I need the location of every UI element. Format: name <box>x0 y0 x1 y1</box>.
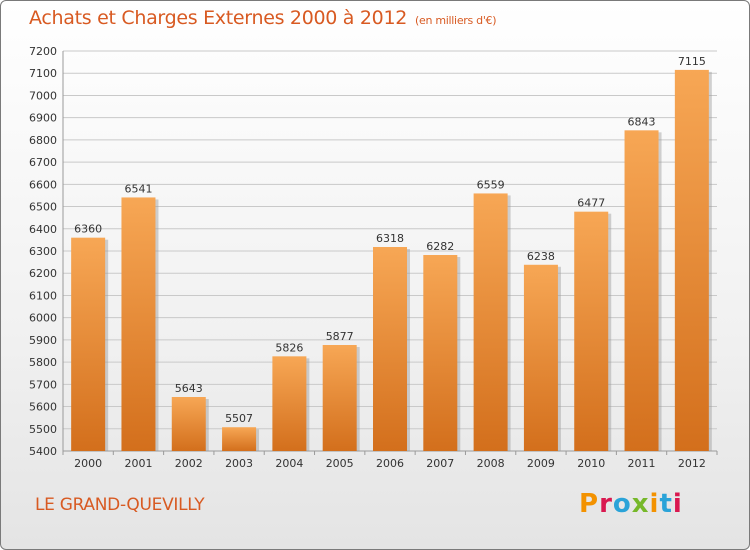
value-label: 6238 <box>527 250 555 263</box>
y-tick-label: 5600 <box>29 401 57 414</box>
y-tick-label: 6400 <box>29 223 57 236</box>
y-tick-label: 6000 <box>29 312 57 325</box>
value-label: 5507 <box>225 412 253 425</box>
proxiti-logo: Proxiti <box>579 489 683 519</box>
city-label: LE GRAND-QUEVILLY <box>35 495 205 515</box>
y-tick-label: 6700 <box>29 156 57 169</box>
brand-letter: o <box>612 489 632 519</box>
y-tick-label: 6300 <box>29 245 57 258</box>
y-tick-label: 7200 <box>29 45 57 58</box>
chart-subtitle: (en milliers d'€) <box>415 14 497 27</box>
value-label: 6282 <box>426 240 454 253</box>
bar-2003 <box>222 427 257 451</box>
y-tick-label: 5400 <box>29 445 57 458</box>
bar-2012 <box>674 69 709 451</box>
value-label: 6318 <box>376 232 404 245</box>
bar-2010 <box>574 211 609 451</box>
value-label: 5877 <box>326 330 354 343</box>
brand-letter: i <box>649 489 660 519</box>
bar-2005 <box>322 345 357 451</box>
axes: 5400 5500 5600 5700 5800 5900 6000 6100 6200 6300… <box>29 45 718 470</box>
y-tick-label: 7000 <box>29 89 57 102</box>
y-tick-label: 5700 <box>29 378 57 391</box>
y-tick-label: 6200 <box>29 267 57 280</box>
bar-2009 <box>523 264 558 451</box>
value-label: 7115 <box>678 55 706 68</box>
x-tick-label: 2002 <box>175 457 203 470</box>
x-tick-label: 2008 <box>477 457 505 470</box>
bar-2000 <box>71 237 106 451</box>
brand-letter: t <box>659 489 673 519</box>
y-tick-label: 5800 <box>29 356 57 369</box>
y-tick-label: 6500 <box>29 201 57 214</box>
brand-letter: x <box>631 489 650 519</box>
bar-2007 <box>423 255 458 451</box>
brand-letter: i <box>672 489 683 519</box>
y-tick-label: 6800 <box>29 134 57 147</box>
bar-2006 <box>373 247 407 451</box>
value-label: 6477 <box>577 197 605 210</box>
y-tick-label: 5900 <box>29 334 57 347</box>
y-tick-label: 6900 <box>29 112 57 125</box>
x-tick-label: 2010 <box>577 457 605 470</box>
value-label: 5643 <box>175 382 203 395</box>
bar-2011 <box>624 130 659 452</box>
brand-letter: r <box>599 489 613 519</box>
bar-2001 <box>121 197 156 451</box>
x-tick-label: 2007 <box>426 457 454 470</box>
x-tick-label: 2001 <box>124 457 152 470</box>
value-label: 6541 <box>124 182 152 195</box>
value-label: 6559 <box>477 178 505 191</box>
x-tick-label: 2012 <box>678 457 706 470</box>
value-label: 5826 <box>275 341 303 354</box>
x-tick-label: 2006 <box>376 457 404 470</box>
y-tick-label: 5500 <box>29 423 57 436</box>
x-tick-label: 2000 <box>74 457 102 470</box>
chart-title: Achats et Charges Externes 2000 à 2012 (e… <box>29 7 497 29</box>
bar-2008 <box>473 193 508 451</box>
bar-2004 <box>272 356 307 451</box>
y-tick-label: 7100 <box>29 67 57 80</box>
value-label: 6843 <box>628 115 656 128</box>
bar-2002 <box>171 397 206 451</box>
x-tick-label: 2003 <box>225 457 253 470</box>
x-tick-label: 2005 <box>326 457 354 470</box>
x-tick-label: 2009 <box>527 457 555 470</box>
brand-letter: P <box>579 489 600 519</box>
x-tick-label: 2004 <box>275 457 303 470</box>
y-tick-label: 6600 <box>29 178 57 191</box>
bars: 6360 6541 5643 5507 5826 5877 6318 6282 6559 6238… <box>71 55 712 452</box>
value-label: 6360 <box>74 223 102 236</box>
x-tick-label: 2011 <box>628 457 656 470</box>
y-tick-label: 6100 <box>29 289 57 302</box>
